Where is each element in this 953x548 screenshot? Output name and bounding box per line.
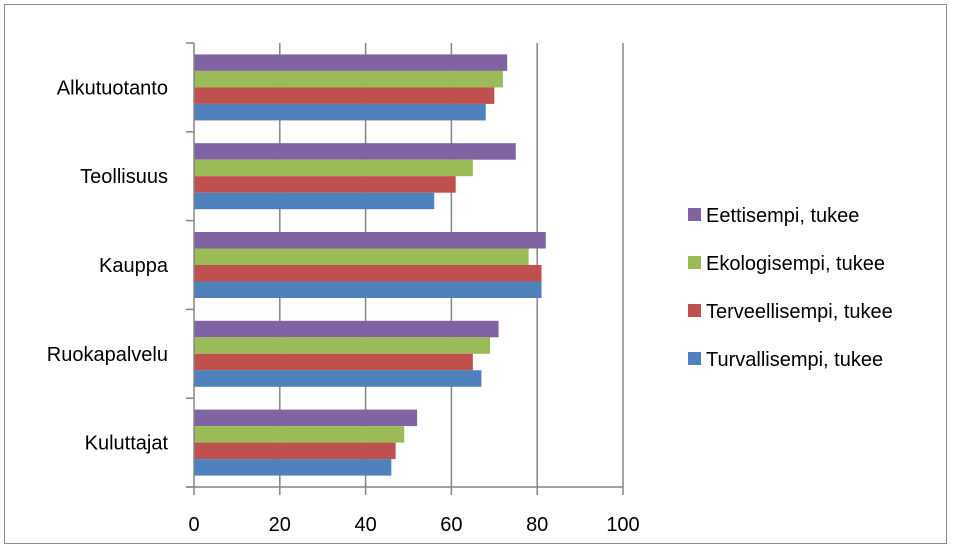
bar: [194, 281, 542, 298]
x-tick-label: 60: [440, 514, 462, 536]
legend-swatch: [688, 208, 701, 221]
bar: [194, 442, 396, 460]
bar: [194, 103, 486, 121]
bar: [194, 54, 508, 71]
bar: [194, 159, 473, 177]
x-tick-label: 20: [269, 514, 291, 536]
bar: [194, 265, 542, 282]
category-label: Teollisuus: [80, 166, 168, 188]
bar: [194, 87, 495, 104]
bar: [194, 353, 473, 371]
bar: [194, 70, 503, 88]
legend-swatch: [688, 256, 701, 269]
legend: Eettisempi, tukee Ekologisempi, tukee Terv…: [688, 205, 893, 371]
x-tick-label: 80: [526, 514, 548, 536]
category-label: Kuluttajat: [85, 433, 169, 455]
x-tick-label: 40: [354, 514, 376, 536]
x-tick-label: 100: [606, 514, 639, 536]
bar: [194, 426, 405, 443]
bar: [194, 143, 516, 160]
bar: [194, 192, 435, 210]
bar: [194, 409, 418, 427]
bar: [194, 232, 546, 249]
bars: [194, 54, 546, 476]
legend-label: Terveellisempi, tukee: [706, 301, 893, 323]
bar: [194, 248, 529, 265]
x-tick-label: 0: [188, 514, 199, 536]
legend-label: Turvallisempi, tukee: [706, 349, 883, 371]
bar: [194, 337, 491, 354]
category-label: Kauppa: [99, 255, 169, 277]
legend-swatch: [688, 304, 701, 317]
category-label: Ruokapalvelu: [47, 344, 168, 366]
bar: [194, 176, 456, 193]
legend-label: Ekologisempi, tukee: [706, 253, 885, 275]
legend-label: Eettisempi, tukee: [706, 205, 859, 227]
category-label: Alkutuotanto: [57, 77, 168, 99]
axes: Alkutuotanto Teollisuus Kauppa Ruokapalvelu…: [47, 42, 640, 536]
bar: [194, 370, 482, 387]
legend-swatch: [688, 352, 701, 365]
bar: [194, 459, 392, 476]
bar: [194, 320, 499, 338]
